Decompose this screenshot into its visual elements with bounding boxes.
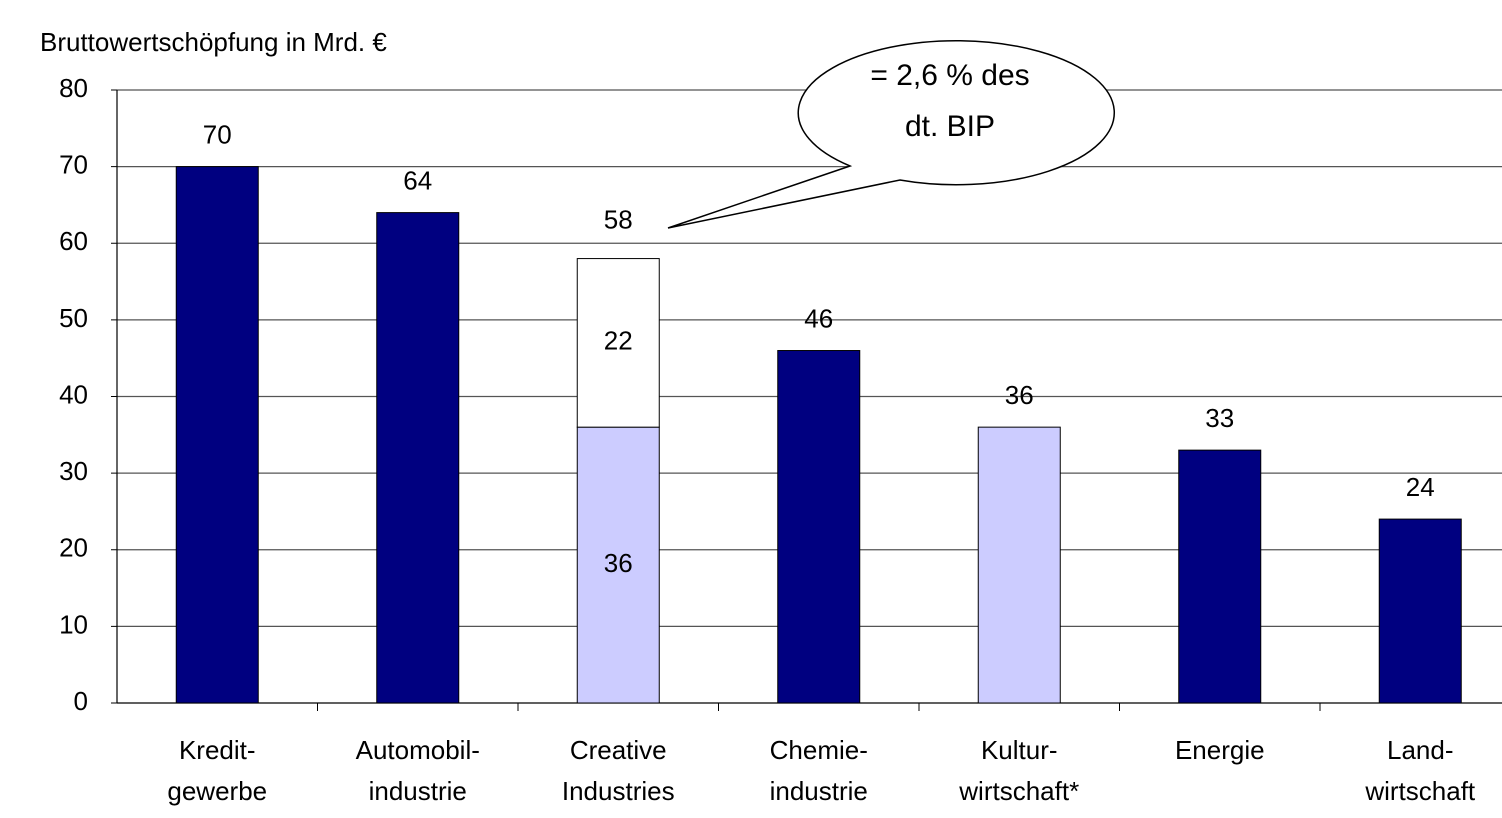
data-label: 64 bbox=[403, 165, 432, 195]
annotation: dt. BIP bbox=[905, 110, 995, 143]
x-tick-label: Industries bbox=[562, 776, 675, 806]
x-tick-label: wirtschaft* bbox=[958, 776, 1079, 806]
y-tick-label: 40 bbox=[59, 379, 88, 409]
annotation: = 2,6 % des bbox=[870, 59, 1029, 92]
y-tick-label: 20 bbox=[59, 533, 88, 563]
callout bbox=[667, 39, 1115, 229]
bar bbox=[376, 212, 460, 704]
x-tick-label: Automobil- bbox=[356, 735, 480, 765]
x-tick-label: industrie bbox=[770, 776, 868, 806]
x-tick-label: Kredit- bbox=[179, 735, 256, 765]
total-label: 58 bbox=[604, 204, 633, 234]
x-tick-label: Land- bbox=[1387, 735, 1454, 765]
x-tick-label: Chemie- bbox=[770, 735, 868, 765]
bar bbox=[777, 350, 861, 704]
data-label: 33 bbox=[1205, 403, 1234, 433]
y-tick-label: 80 bbox=[59, 73, 88, 103]
bar bbox=[175, 166, 259, 704]
data-label: 46 bbox=[804, 303, 833, 333]
data-label: 36 bbox=[604, 548, 633, 578]
x-tick-label: Creative bbox=[570, 735, 667, 765]
bar bbox=[977, 426, 1061, 704]
bar bbox=[1378, 518, 1462, 704]
y-tick-label: 60 bbox=[59, 226, 88, 256]
x-tick-label: Energie bbox=[1175, 735, 1265, 765]
data-label: 36 bbox=[1005, 380, 1034, 410]
bar bbox=[576, 426, 660, 704]
y-tick-label: 0 bbox=[74, 686, 88, 716]
bar bbox=[1178, 449, 1262, 704]
y-tick-label: 50 bbox=[59, 303, 88, 333]
data-label: 70 bbox=[203, 120, 232, 150]
x-tick-label: wirtschaft bbox=[1364, 776, 1476, 806]
data-label: 22 bbox=[604, 326, 633, 356]
y-axis-label: Bruttowertschöpfung in Mrd. € bbox=[40, 27, 387, 57]
bar bbox=[576, 258, 660, 428]
y-tick-label: 10 bbox=[59, 609, 88, 639]
data-label: 24 bbox=[1406, 472, 1435, 502]
y-tick-label: 30 bbox=[59, 456, 88, 486]
x-tick-label: gewerbe bbox=[167, 776, 267, 806]
y-tick-label: 70 bbox=[59, 150, 88, 180]
x-tick-label: industrie bbox=[369, 776, 467, 806]
x-tick-label: Kultur- bbox=[981, 735, 1058, 765]
